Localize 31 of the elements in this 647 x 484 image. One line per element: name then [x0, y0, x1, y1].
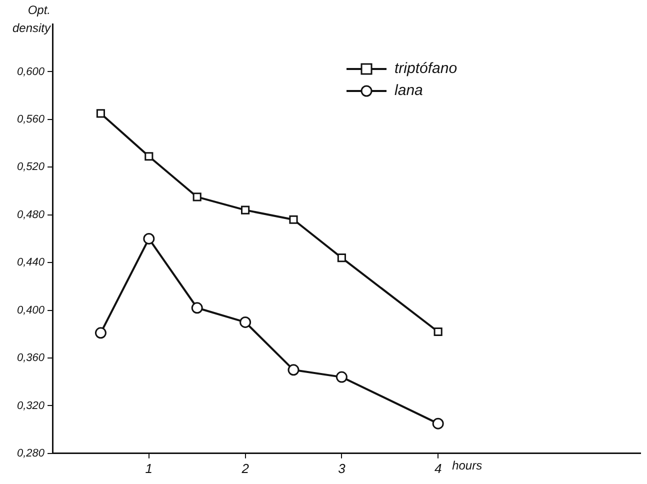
x-tick-label: 1	[145, 460, 153, 476]
y-tick-label: 0,400	[16, 304, 46, 316]
point	[191, 302, 203, 314]
x-tick-label: 2	[240, 460, 250, 476]
legend-label: lana	[394, 82, 423, 100]
point	[96, 109, 106, 118]
point	[240, 316, 252, 328]
y-tick-label: 0,480	[16, 208, 46, 221]
point	[434, 327, 442, 336]
point	[241, 206, 250, 214]
y-tick-label: 0,280	[16, 447, 46, 460]
point	[144, 152, 154, 161]
legend-label: triptófano	[394, 60, 458, 78]
y-axis-title: Opt. density	[12, 3, 52, 35]
point	[288, 364, 300, 376]
point	[432, 418, 444, 430]
x-axis-title: hours	[452, 458, 482, 473]
x-tick-label: 4	[434, 460, 442, 476]
y-tick-label: 0,360	[16, 352, 46, 364]
point	[94, 327, 106, 339]
point	[289, 215, 298, 224]
x-tick-label: 3	[338, 460, 346, 476]
point	[192, 192, 202, 202]
y-tick-label: 0,320	[16, 400, 46, 412]
y-tick-label: 0,440	[16, 256, 46, 269]
point	[143, 232, 155, 244]
y-tick-label: 0,600	[16, 66, 46, 78]
y-tick-label: 0,520	[16, 161, 46, 174]
y-tick-label: 0,560	[16, 113, 46, 126]
point	[336, 371, 348, 383]
point	[337, 254, 346, 262]
